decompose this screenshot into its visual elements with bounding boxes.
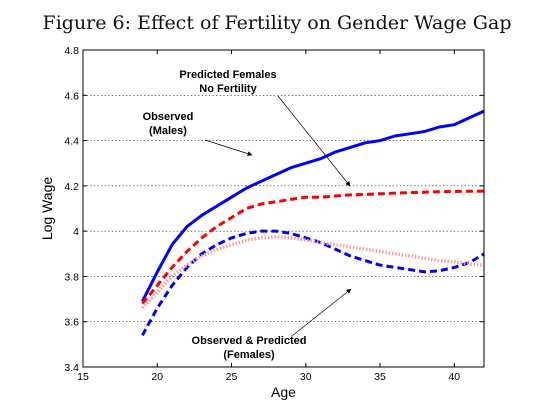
ann-predicted-no-fertility-arrow [277, 95, 351, 187]
y-tick-label: 4.8 [64, 45, 79, 57]
ann-predicted-no-fertility-line: No Fertility [199, 83, 257, 95]
y-tick-label: 4 [73, 226, 79, 238]
figure-title: Figure 6: Effect of Fertility on Gender … [42, 12, 512, 34]
y-tick-label: 3.8 [64, 271, 79, 283]
ann-predicted-no-fertility-line: Predicted Females [179, 69, 276, 81]
plot-frame [82, 49, 485, 368]
series-line-predicted-females-no-fertility [141, 189, 485, 305]
y-tick-label: 3.6 [64, 317, 79, 329]
y-tick-label: 4.2 [64, 181, 79, 193]
series-line-observed-females [141, 229, 485, 337]
x-tick-label: 15 [77, 371, 89, 383]
annotation-layer: Predicted Females No Fertility Observed (Ma… [143, 69, 352, 361]
x-tick-label: 20 [151, 371, 163, 383]
ann-observed-predicted-females-arrow [291, 288, 352, 337]
x-tick-label: 35 [374, 371, 386, 383]
y-tick-label: 3.4 [64, 362, 79, 374]
y-tick-label: 4.4 [64, 136, 79, 148]
ann-observed-males-arrow [204, 139, 253, 156]
series-line-males [141, 109, 485, 302]
ann-observed-predicted-females-line: Observed & Predicted [192, 335, 307, 347]
ann-observed-males-line: Observed [143, 111, 194, 123]
series-line-predicted-females [141, 235, 485, 310]
x-axis-label: Age [271, 384, 296, 400]
y-tick-label: 4.6 [64, 90, 79, 102]
series-layer [141, 109, 485, 337]
tick-layer: 3.4 3.6 3.8 4 4.2 4.4 4.6 4.8 15 20 25 30 35 40 [64, 45, 484, 383]
x-tick-label: 25 [226, 371, 238, 383]
gridlines [83, 94, 484, 323]
ann-observed-males-line: (Males) [149, 125, 187, 137]
ann-observed-predicted-females-line: (Females) [223, 349, 275, 361]
x-tick-label: 40 [448, 371, 460, 383]
x-tick-label: 30 [300, 371, 312, 383]
y-axis-label: Log Wage [39, 177, 55, 241]
